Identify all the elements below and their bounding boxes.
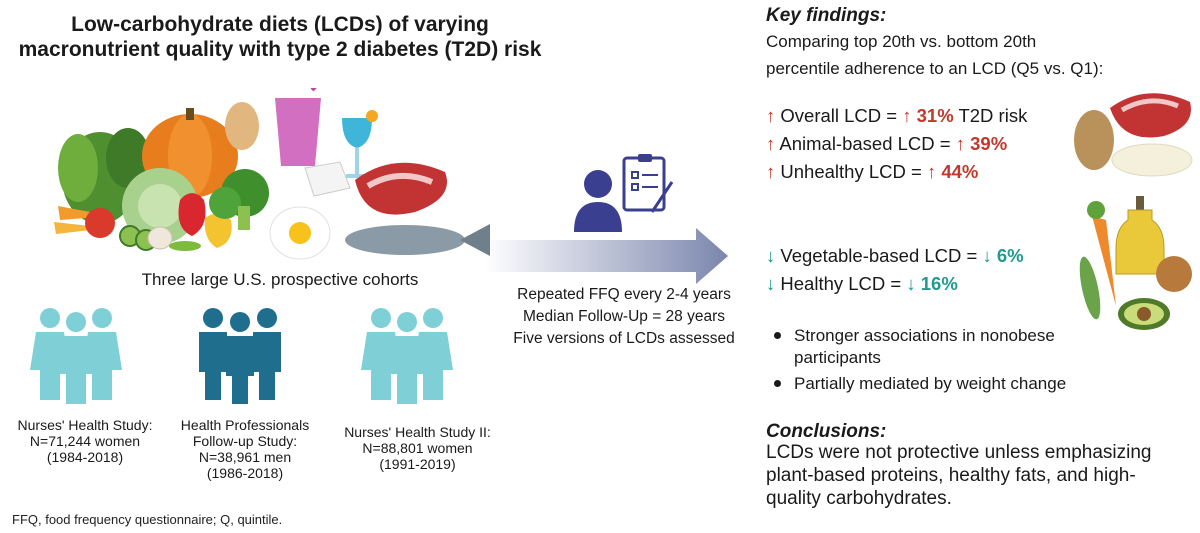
egg-icon — [225, 102, 259, 150]
down-arrow-icon: ↓ — [982, 245, 992, 266]
finding-label: Animal-based LCD = — [779, 133, 956, 154]
finding-value: 31% — [916, 105, 954, 126]
finding-unhealthy: ↑ Unhealthy LCD = ↑ 44% — [766, 160, 978, 184]
list-item: Stronger associations in nonobese partic… — [768, 325, 1098, 369]
finding-value: 39% — [970, 133, 1008, 154]
finding-value: 6% — [996, 245, 1024, 266]
cohorts-label: Three large U.S. prospective cohorts — [141, 270, 419, 289]
carrot-icon — [1087, 201, 1116, 306]
women-group-2-icon — [361, 308, 453, 404]
cohort-line: Follow-up Study: — [192, 433, 298, 449]
cocktail-icon — [342, 110, 378, 178]
cabbage-icon — [122, 168, 198, 244]
cohort-line: (1991-2019) — [379, 456, 456, 472]
bullet-text: Stronger associations in nonobese partic… — [794, 326, 1055, 367]
study-line: Five versions of LCDs assessed — [513, 330, 735, 347]
plant-foods-illustration — [1079, 196, 1192, 330]
up-arrow-icon: ↑ — [926, 161, 937, 182]
foods-illustration — [54, 88, 490, 260]
leafy-greens-icon — [58, 128, 150, 224]
bullet-icon — [774, 332, 781, 339]
down-arrow-icon: ↓ — [766, 273, 776, 294]
cohort-line: Nurses' Health Study II: — [344, 424, 491, 440]
questionnaire-icon — [574, 154, 674, 232]
cohort-line: N=71,244 women — [29, 433, 141, 449]
finding-vegetable: ↓ Vegetable-based LCD = ↓ 6% — [766, 244, 1024, 268]
finding-label: Overall LCD = — [780, 105, 903, 126]
cohort-line: (1984-2018) — [46, 449, 124, 465]
title-line-1: Low-carbohydrate diets (LCDs) of varying — [71, 13, 489, 36]
cohort-hpfs: Health Professionals Follow-up Study: N=… — [165, 417, 325, 481]
study-line: Repeated FFQ every 2-4 years — [517, 286, 731, 303]
study-line: Median Follow-Up = 28 years — [522, 308, 726, 325]
olive-oil-icon — [1115, 196, 1165, 275]
walnut-icon — [1156, 256, 1192, 292]
sugar-cube-icon — [304, 161, 351, 197]
pea-pod-icon — [169, 241, 201, 251]
conclusions-title: Conclusions: — [766, 421, 887, 442]
women-group-icon — [30, 308, 122, 404]
finding-value: 44% — [941, 161, 979, 182]
finding-value: 16% — [920, 273, 958, 294]
cohort-line: (1986-2018) — [206, 465, 284, 481]
finding-healthy: ↓ Healthy LCD = ↓ 16% — [766, 272, 958, 296]
finding-animal: ↑ Animal-based LCD = ↑ 39% — [766, 132, 1007, 156]
cohort-line: N=38,961 men — [198, 449, 292, 465]
finding-label: Unhealthy LCD = — [780, 161, 927, 182]
fried-egg-icon — [269, 206, 331, 260]
steak-icon — [1110, 93, 1191, 138]
up-arrow-icon: ↑ — [766, 105, 776, 126]
key-findings-subtitle: Comparing top 20th vs. bottom 20th perce… — [766, 28, 1186, 82]
finding-suffix: T2D risk — [953, 105, 1028, 126]
bullet-icon — [774, 380, 781, 387]
subtitle-line: percentile adherence to an LCD (Q5 vs. Q… — [766, 59, 1104, 78]
broccoli-icon — [209, 169, 269, 230]
cohort-nhs: Nurses' Health Study: N=71,244 women (19… — [5, 417, 165, 465]
subtitle-line: Comparing top 20th vs. bottom 20th — [766, 32, 1037, 51]
up-arrow-icon: ↑ — [766, 133, 776, 154]
mayonnaise-icon — [1111, 143, 1193, 177]
finding-label: Healthy LCD = — [780, 273, 907, 294]
list-item: Partially mediated by weight change — [768, 373, 1098, 395]
cohort-nhs2: Nurses' Health Study II: N=88,801 women … — [330, 424, 505, 472]
animal-foods-illustration — [1074, 93, 1193, 177]
cohort-figures — [30, 308, 453, 404]
green-bean-icon — [1079, 256, 1101, 320]
tomato-icon — [85, 208, 115, 238]
potato-icon — [1074, 110, 1114, 170]
garlic-icon — [147, 226, 173, 250]
key-points-list: Stronger associations in nonobese partic… — [768, 325, 1098, 399]
footnote: FFQ, food frequency questionnaire; Q, qu… — [12, 512, 283, 527]
flow-arrow — [484, 228, 728, 284]
conclusions-text: LCDs were not protective unless emphasiz… — [766, 442, 1152, 509]
steak-icon — [355, 162, 447, 215]
down-arrow-icon: ↓ — [766, 245, 776, 266]
bullet-text: Partially mediated by weight change — [794, 374, 1067, 393]
cohort-line: Nurses' Health Study: — [17, 417, 153, 433]
diagram-title: Low-carbohydrate diets (LCDs) of varying… — [0, 12, 560, 62]
up-arrow-icon: ↑ — [902, 105, 912, 126]
men-group-icon — [199, 308, 281, 404]
avocado-icon — [1118, 298, 1170, 330]
title-line-2: macronutrient quality with type 2 diabet… — [18, 38, 542, 61]
finding-overall: ↑ Overall LCD = ↑ 31% T2D risk — [766, 104, 1027, 128]
cohort-line: N=88,801 women — [362, 440, 473, 456]
finding-label: Vegetable-based LCD = — [780, 245, 983, 266]
key-findings-title: Key findings: — [766, 5, 887, 26]
fish-icon — [345, 224, 490, 256]
smoothie-icon — [275, 88, 321, 166]
yellow-pepper-icon — [204, 213, 232, 248]
red-pepper-icon — [178, 193, 206, 236]
cohort-line: Health Professionals — [180, 417, 310, 433]
up-arrow-icon: ↑ — [766, 161, 776, 182]
down-arrow-icon: ↓ — [906, 273, 916, 294]
up-arrow-icon: ↑ — [955, 133, 965, 154]
study-design-text: Repeated FFQ every 2-4 years Median Foll… — [484, 284, 764, 350]
